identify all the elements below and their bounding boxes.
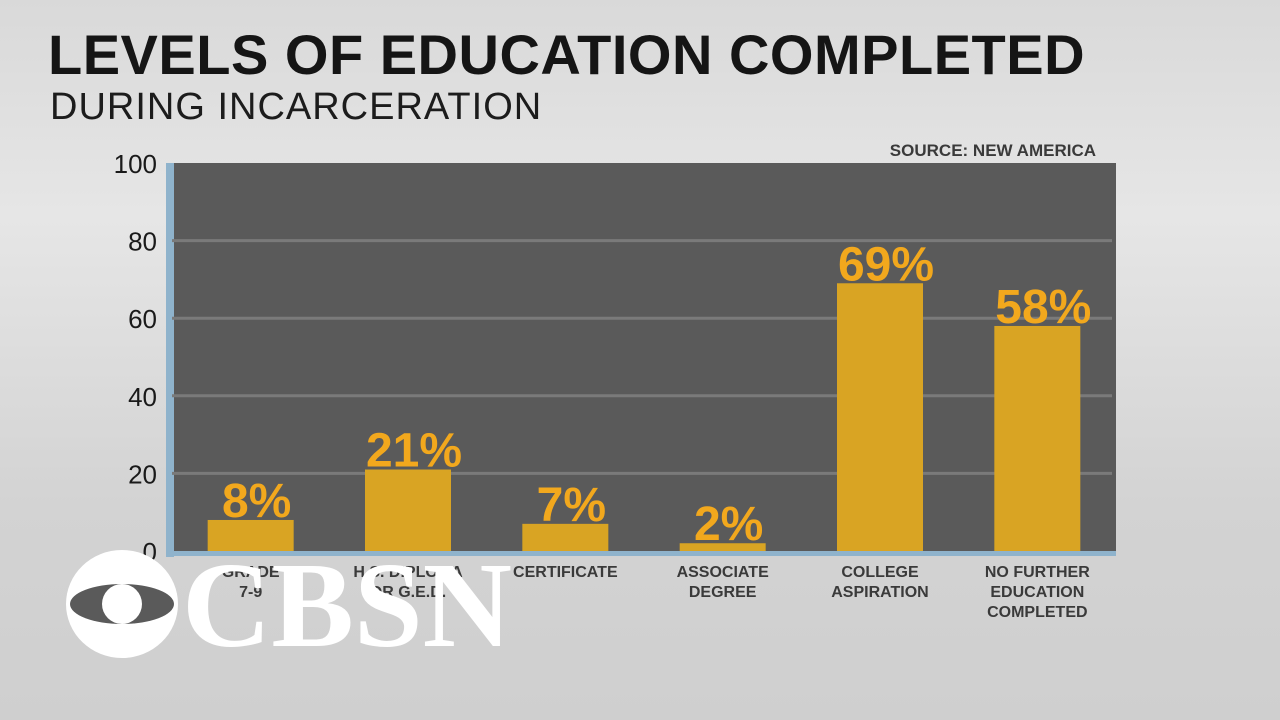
plot-area <box>172 163 1116 551</box>
x-category-label: COLLEGE <box>841 564 919 581</box>
x-category-label: NO FURTHER <box>985 564 1090 581</box>
x-category-label: GRADE <box>222 564 280 581</box>
y-tick-label: 80 <box>128 227 157 257</box>
x-category-label: ASPIRATION <box>831 584 928 601</box>
x-category-label: H.S. DIPLOMA <box>353 564 463 581</box>
x-category-label: OR G.E.D. <box>370 584 446 601</box>
bar <box>994 325 1081 551</box>
x-category-label: EDUCATION <box>990 584 1084 601</box>
x-category-label: COMPLETED <box>987 604 1087 621</box>
y-tick-label: 40 <box>128 382 157 412</box>
bar-value-label: 69% <box>838 238 934 291</box>
bar <box>522 523 609 551</box>
y-axis-line <box>166 163 174 557</box>
source-note: SOURCE: NEW AMERICA <box>889 141 1096 160</box>
bar <box>365 469 451 551</box>
x-category-label: 7-9 <box>239 584 262 601</box>
x-category-label: ASSOCIATE <box>677 564 769 581</box>
bar <box>207 519 294 551</box>
cbs-eye-icon <box>66 550 178 658</box>
bar-value-label: 21% <box>366 425 462 478</box>
bar-value-label: 2% <box>694 498 763 551</box>
x-category-label: CERTIFICATE <box>513 564 618 581</box>
logo-wordmark: CBSN <box>182 546 512 662</box>
bar <box>837 283 923 551</box>
bar <box>679 543 766 551</box>
chart-title: LEVELS OF EDUCATION COMPLETED <box>48 23 1086 86</box>
y-tick-label: 20 <box>128 459 157 489</box>
bar-value-label: 58% <box>995 281 1091 334</box>
x-category-label: DEGREE <box>689 584 757 601</box>
cbsn-logo: CBSN <box>66 546 512 662</box>
x-axis-line <box>172 551 1116 556</box>
chart-subtitle: DURING INCARCERATION <box>50 86 543 128</box>
bar-value-label: 7% <box>537 479 606 532</box>
y-tick-label: 60 <box>128 304 157 334</box>
y-tick-label: 100 <box>114 149 157 179</box>
bar-value-label: 8% <box>222 475 291 528</box>
